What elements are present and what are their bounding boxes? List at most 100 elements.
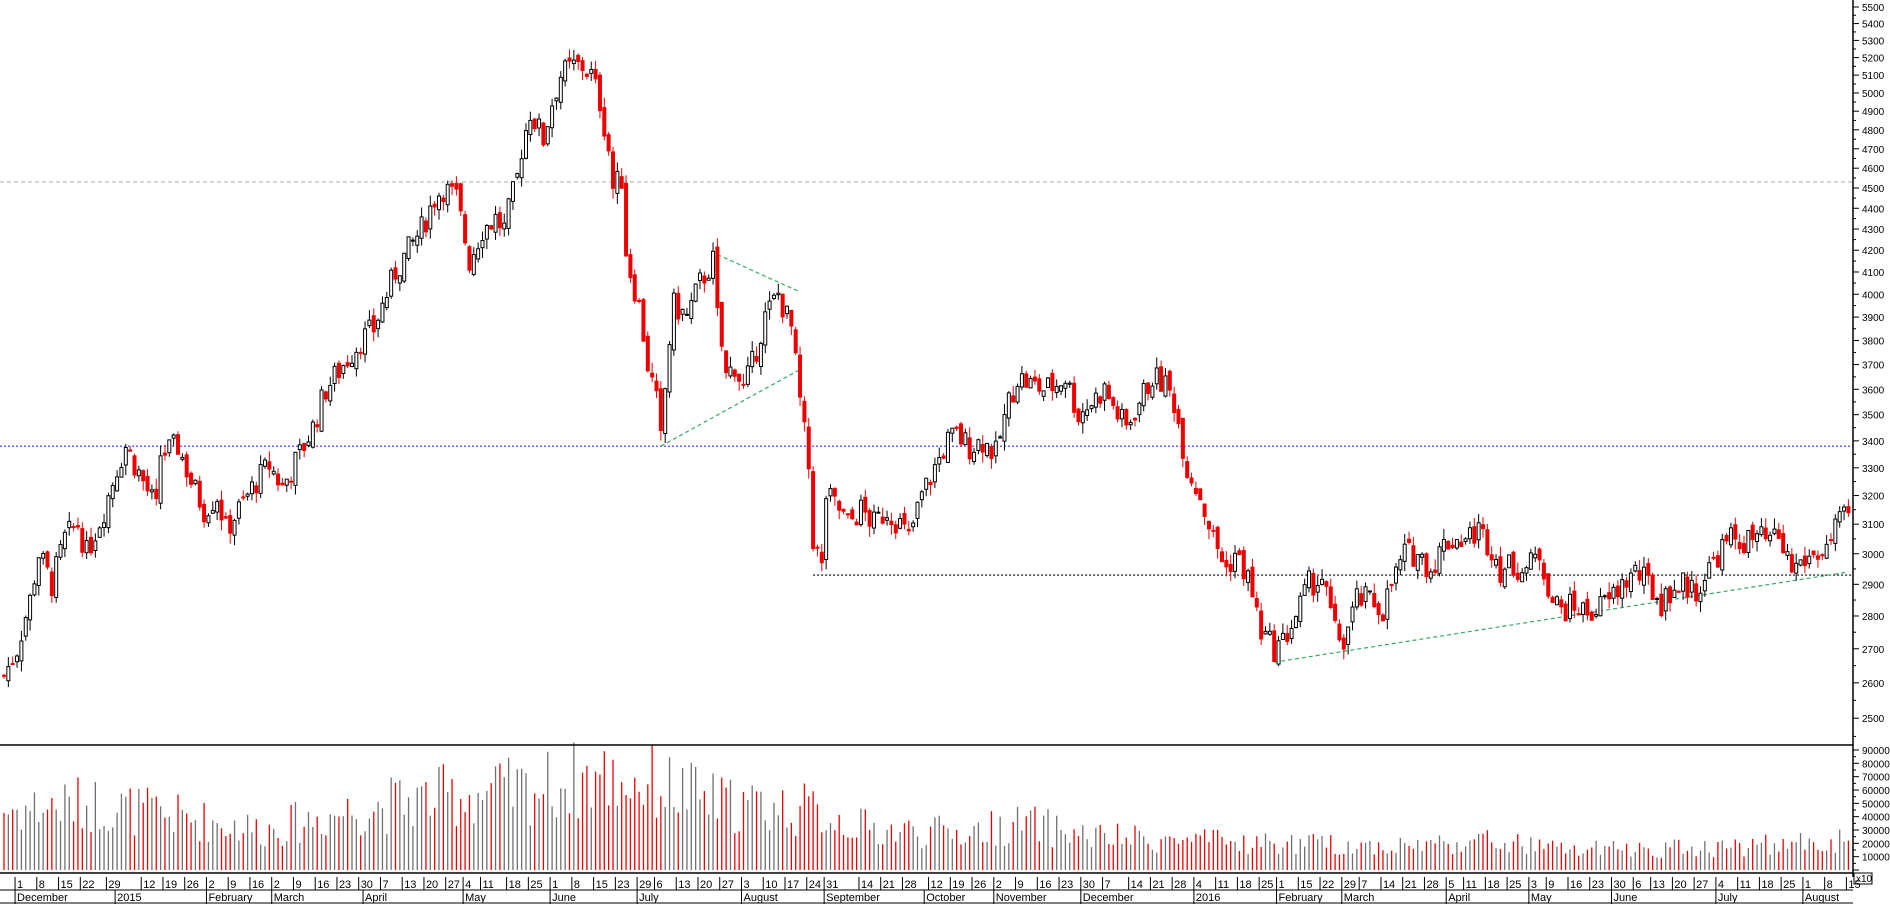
candle-down <box>1098 396 1103 404</box>
candle-up <box>1054 385 1059 394</box>
candle-up <box>993 440 998 457</box>
candle-down <box>676 292 681 320</box>
candle-up <box>1611 586 1616 599</box>
month-tick-label: February <box>1279 892 1324 904</box>
candle-up <box>706 277 711 281</box>
candle-down <box>1694 583 1699 602</box>
candle-up <box>245 493 250 497</box>
candle-up <box>1041 390 1046 397</box>
month-tick-label: October <box>926 892 965 904</box>
candle-down <box>1193 487 1198 495</box>
candle-down <box>336 362 341 378</box>
candle-down <box>1789 554 1794 573</box>
candle-down <box>302 443 307 451</box>
candle-down <box>1202 503 1207 517</box>
candle-down <box>1198 488 1203 501</box>
candle-up <box>1293 615 1298 629</box>
candle-down <box>580 60 585 72</box>
candle-up <box>1289 627 1294 640</box>
candle-down <box>1211 529 1216 532</box>
month-tick-label: December <box>1083 892 1134 904</box>
candle-down <box>863 496 868 513</box>
candle-up <box>524 130 528 159</box>
candle-up <box>215 501 220 513</box>
candle-up <box>1307 570 1311 589</box>
candle-down <box>867 509 872 527</box>
candle-up <box>1354 588 1359 608</box>
candle-up <box>502 222 507 230</box>
candle-up <box>950 427 955 434</box>
day-tick-label: 28 <box>1174 879 1186 891</box>
day-tick-label: 2 <box>996 879 1002 891</box>
day-tick-label: 13 <box>678 879 690 891</box>
candle-down <box>732 369 737 377</box>
candle-up <box>932 464 937 483</box>
price-tick-label: 5300 <box>1862 36 1885 47</box>
candle-up <box>680 308 685 315</box>
candle-up <box>367 319 372 327</box>
candle-up <box>123 446 128 466</box>
candle-down <box>219 499 224 521</box>
price-tick-label: 5000 <box>1862 89 1885 100</box>
candle-up <box>1298 595 1303 623</box>
day-tick-label: 22 <box>82 879 94 891</box>
candle-up <box>236 501 241 519</box>
candle-up <box>1267 630 1272 635</box>
price-tick-label: 2500 <box>1862 714 1885 725</box>
candle-down <box>10 663 15 666</box>
day-tick-label: 1 <box>1805 879 1811 891</box>
price-tick-label: 3300 <box>1862 464 1885 475</box>
candle-down <box>611 151 615 189</box>
month-tick-label: November <box>996 892 1047 904</box>
candle-down <box>241 496 246 499</box>
candle-up <box>410 239 415 242</box>
candle-up <box>62 531 67 550</box>
price-tick-label: 3100 <box>1862 520 1885 531</box>
candle-down <box>393 267 398 280</box>
day-tick-label: 3 <box>744 879 750 891</box>
candle-up <box>698 272 702 282</box>
candle-down <box>1711 556 1716 559</box>
candle-down <box>1550 596 1555 603</box>
candle-down <box>345 362 350 367</box>
candle-up <box>1080 411 1085 424</box>
day-tick-label: 9 <box>295 879 301 891</box>
candle-down <box>850 509 855 520</box>
candle-down <box>624 182 629 257</box>
candle-up <box>1019 373 1024 388</box>
candle-down <box>1511 551 1516 576</box>
candle-up <box>380 302 385 323</box>
day-tick-label: 4 <box>1718 879 1724 891</box>
candle-down <box>1737 541 1742 550</box>
price-tick-label: 4400 <box>1862 204 1885 215</box>
candle-down <box>1024 373 1029 388</box>
month-tick-label: September <box>826 892 880 904</box>
candle-down <box>141 470 146 482</box>
day-tick-label: 25 <box>530 879 542 891</box>
price-tick-label: 2600 <box>1862 679 1885 690</box>
candle-down <box>1576 613 1581 616</box>
candle-down <box>1111 397 1116 407</box>
candle-up <box>58 544 63 558</box>
candle-down <box>658 388 663 432</box>
price-tick-label: 2700 <box>1862 645 1885 656</box>
day-tick-label: 25 <box>1509 879 1521 891</box>
candle-down <box>806 426 811 470</box>
candle-up <box>376 319 381 330</box>
candle-down <box>880 516 885 524</box>
candle-down <box>1272 630 1277 662</box>
day-tick-label: 18 <box>1239 879 1251 891</box>
candle-up <box>471 254 476 275</box>
candle-down <box>45 551 50 568</box>
candle-down <box>584 73 589 77</box>
candle-down <box>1615 585 1620 598</box>
candle-down <box>654 380 659 392</box>
candle-down <box>702 275 707 284</box>
candle-up <box>1655 598 1659 601</box>
candle-down <box>1206 520 1211 530</box>
triangle-upper-line <box>717 254 801 293</box>
month-tick-label: May <box>1531 892 1552 904</box>
candle-up <box>571 59 576 65</box>
candle-down <box>1189 477 1194 484</box>
